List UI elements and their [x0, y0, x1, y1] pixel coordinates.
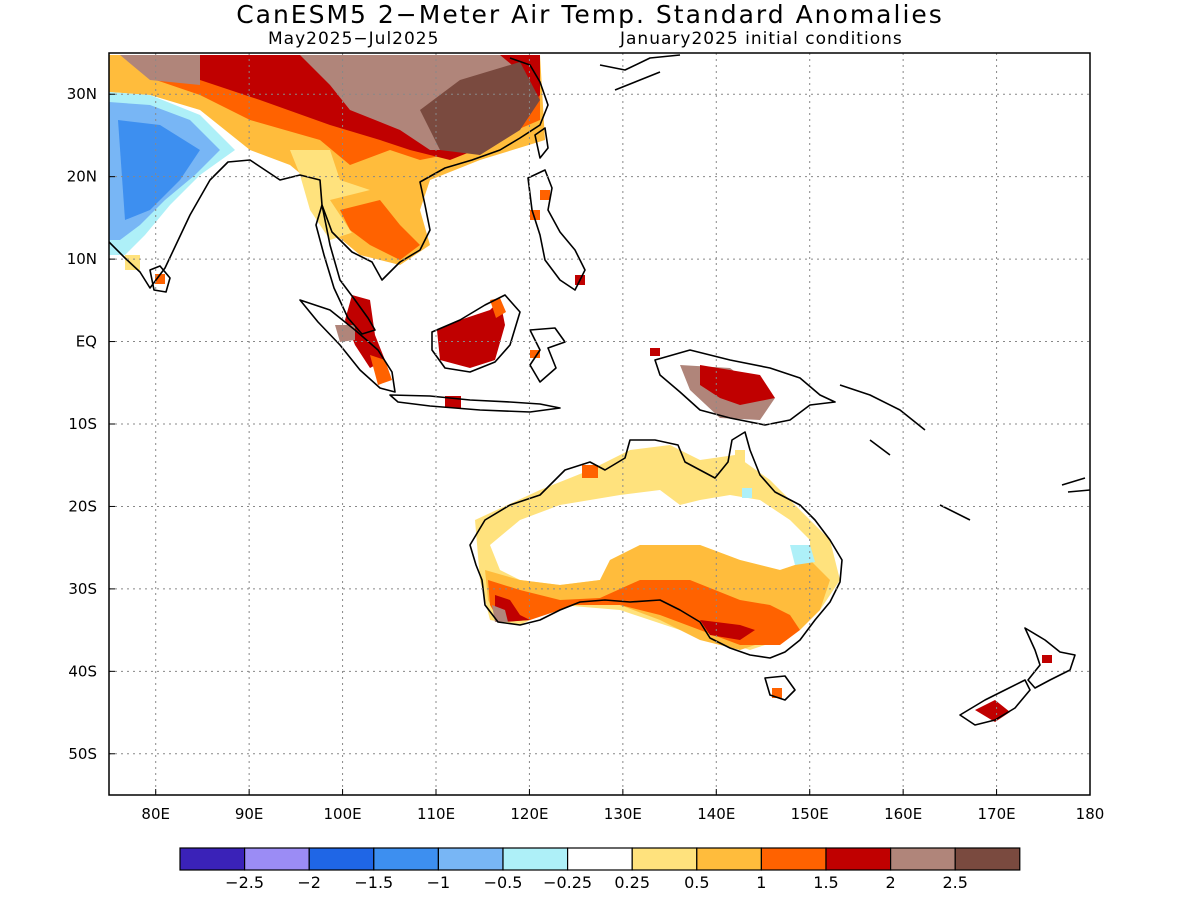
lon-label: 140E [697, 805, 735, 823]
colorbar-swatch [437, 847, 504, 871]
colorbar-swatch [308, 847, 375, 871]
colorbar-label: 0.5 [684, 873, 709, 892]
colorbar-swatch [631, 847, 698, 871]
lat-label: 40S [68, 662, 97, 680]
colorbar-label: 0.25 [614, 873, 650, 892]
colorbar-label: −1 [427, 873, 451, 892]
lat-label: 20N [67, 168, 97, 186]
lat-label: 30S [68, 580, 97, 598]
map-title: CanESM5 2−Meter Air Temp. Standard Anoma… [236, 0, 944, 29]
lat-label: EQ [76, 333, 97, 351]
colorbar-label: −2.5 [225, 873, 264, 892]
colorbar: −2.5 −2 −1.5 −1 −0.5 −0.25 0.25 0.5 1 1.5 2 2.5 [179, 847, 1021, 892]
colorbar-label: −0.25 [543, 873, 592, 892]
colorbar-label: −0.5 [484, 873, 523, 892]
colorbar-label: 1 [756, 873, 766, 892]
colorbar-swatch [373, 847, 439, 871]
colorbar-swatch [244, 847, 310, 871]
lat-label: 20S [68, 497, 97, 515]
colorbar-label: 2 [886, 873, 896, 892]
colorbar-swatch [760, 847, 827, 871]
latitude-labels: 30N 20N 10N EQ 10S 20S 30S 40S 50S [67, 85, 115, 763]
lon-label: 100E [324, 805, 362, 823]
lon-label: 130E [604, 805, 642, 823]
lat-label: 50S [68, 745, 97, 763]
lon-label: 120E [510, 805, 548, 823]
longitude-labels: 80E 90E 100E 110E 120E 130E 140E 150E 160E 170E 18… [141, 789, 1104, 823]
lon-label: 170E [978, 805, 1016, 823]
lon-label: 180 [1076, 805, 1105, 823]
colorbar-label: −1.5 [354, 873, 393, 892]
colorbar-label: 1.5 [813, 873, 838, 892]
lon-label: 80E [141, 805, 170, 823]
forecast-period: May2025−Jul2025 [268, 29, 440, 49]
colorbar-swatch [889, 847, 956, 871]
anomaly-shading [109, 55, 1052, 722]
colorbar-swatch [502, 847, 569, 871]
colorbar-swatch [954, 847, 1021, 871]
colorbar-swatch [825, 847, 892, 871]
colorbar-swatch [179, 847, 246, 871]
colorbar-swatch [566, 847, 633, 871]
lon-label: 160E [884, 805, 922, 823]
coastlines [109, 54, 1090, 726]
lon-label: 150E [791, 805, 829, 823]
lat-lon-grid [109, 53, 1090, 795]
lon-label: 110E [417, 805, 455, 823]
lat-label: 10S [68, 415, 97, 433]
lat-label: 30N [67, 85, 97, 103]
colorbar-swatch [696, 847, 762, 871]
lon-label: 90E [235, 805, 264, 823]
colorbar-label: 2.5 [942, 873, 967, 892]
lat-label: 10N [67, 250, 97, 268]
initial-conditions: January2025 initial conditions [620, 29, 903, 49]
colorbar-label: −2 [297, 873, 321, 892]
